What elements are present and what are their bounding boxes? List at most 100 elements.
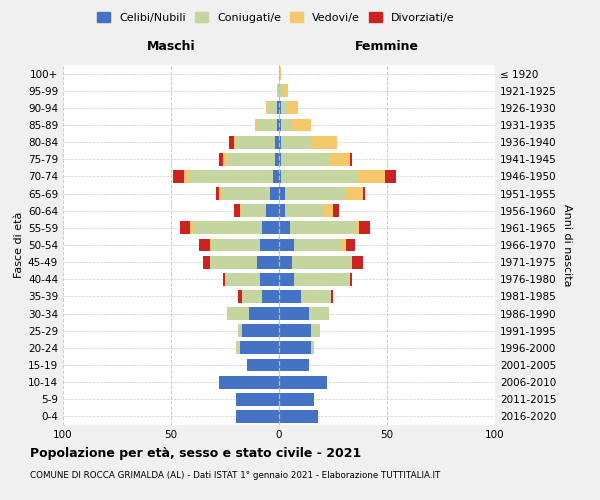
- Bar: [352, 256, 363, 268]
- Bar: [279, 222, 290, 234]
- Bar: [363, 187, 365, 200]
- Bar: [279, 153, 281, 166]
- Bar: [236, 393, 279, 406]
- Bar: [279, 136, 281, 148]
- Bar: [329, 153, 350, 166]
- Bar: [184, 170, 190, 183]
- Bar: [286, 187, 346, 200]
- Bar: [277, 102, 279, 114]
- Text: Maschi: Maschi: [146, 40, 196, 53]
- Bar: [283, 84, 287, 97]
- Bar: [199, 238, 210, 252]
- Bar: [292, 118, 311, 132]
- Bar: [218, 376, 279, 388]
- Bar: [279, 118, 281, 132]
- Bar: [223, 153, 227, 166]
- Bar: [193, 222, 262, 234]
- Bar: [260, 273, 279, 285]
- Bar: [242, 290, 262, 303]
- Bar: [279, 324, 311, 337]
- Bar: [179, 222, 190, 234]
- Bar: [260, 238, 279, 252]
- Bar: [262, 290, 279, 303]
- Bar: [266, 102, 268, 114]
- Bar: [333, 204, 340, 217]
- Bar: [279, 290, 301, 303]
- Bar: [190, 170, 272, 183]
- Bar: [359, 222, 370, 234]
- Bar: [311, 342, 314, 354]
- Bar: [271, 187, 279, 200]
- Bar: [279, 410, 318, 423]
- Bar: [247, 358, 279, 372]
- Bar: [301, 290, 331, 303]
- Bar: [275, 136, 279, 148]
- Bar: [223, 273, 225, 285]
- Bar: [281, 153, 329, 166]
- Bar: [279, 170, 281, 183]
- Bar: [279, 273, 294, 285]
- Bar: [357, 170, 385, 183]
- Bar: [279, 342, 311, 354]
- Bar: [266, 204, 279, 217]
- Bar: [309, 307, 329, 320]
- Y-axis label: Anni di nascita: Anni di nascita: [562, 204, 572, 286]
- Bar: [225, 273, 260, 285]
- Bar: [236, 342, 240, 354]
- Bar: [279, 307, 309, 320]
- Bar: [279, 102, 281, 114]
- Bar: [190, 222, 193, 234]
- Bar: [217, 187, 218, 200]
- Bar: [331, 290, 333, 303]
- Legend: Celibi/Nubili, Coniugati/e, Vedovi/e, Divorziati/e: Celibi/Nubili, Coniugati/e, Vedovi/e, Di…: [93, 8, 459, 28]
- Bar: [272, 170, 279, 183]
- Bar: [262, 222, 279, 234]
- Bar: [311, 324, 320, 337]
- Bar: [279, 376, 326, 388]
- Bar: [268, 102, 277, 114]
- Bar: [350, 273, 352, 285]
- Bar: [221, 187, 271, 200]
- Bar: [229, 136, 233, 148]
- Bar: [218, 187, 221, 200]
- Bar: [277, 118, 279, 132]
- Bar: [242, 204, 266, 217]
- Bar: [385, 170, 395, 183]
- Bar: [227, 307, 249, 320]
- Bar: [294, 273, 350, 285]
- Bar: [210, 256, 257, 268]
- Bar: [346, 238, 355, 252]
- Bar: [233, 204, 240, 217]
- Bar: [240, 204, 242, 217]
- Bar: [281, 170, 357, 183]
- Bar: [311, 136, 337, 148]
- Bar: [212, 238, 260, 252]
- Bar: [240, 342, 279, 354]
- Bar: [275, 153, 279, 166]
- Bar: [325, 204, 333, 217]
- Bar: [236, 410, 279, 423]
- Bar: [292, 256, 352, 268]
- Bar: [218, 153, 223, 166]
- Bar: [279, 238, 294, 252]
- Bar: [233, 136, 236, 148]
- Bar: [255, 118, 257, 132]
- Bar: [355, 222, 359, 234]
- Bar: [279, 204, 286, 217]
- Bar: [350, 153, 352, 166]
- Bar: [238, 324, 242, 337]
- Bar: [279, 67, 281, 80]
- Bar: [210, 238, 212, 252]
- Bar: [281, 136, 311, 148]
- Bar: [290, 222, 355, 234]
- Bar: [242, 324, 279, 337]
- Bar: [257, 118, 277, 132]
- Bar: [279, 187, 286, 200]
- Bar: [279, 358, 309, 372]
- Bar: [277, 84, 279, 97]
- Bar: [249, 307, 279, 320]
- Bar: [238, 290, 242, 303]
- Y-axis label: Fasce di età: Fasce di età: [14, 212, 24, 278]
- Bar: [227, 153, 275, 166]
- Bar: [203, 256, 210, 268]
